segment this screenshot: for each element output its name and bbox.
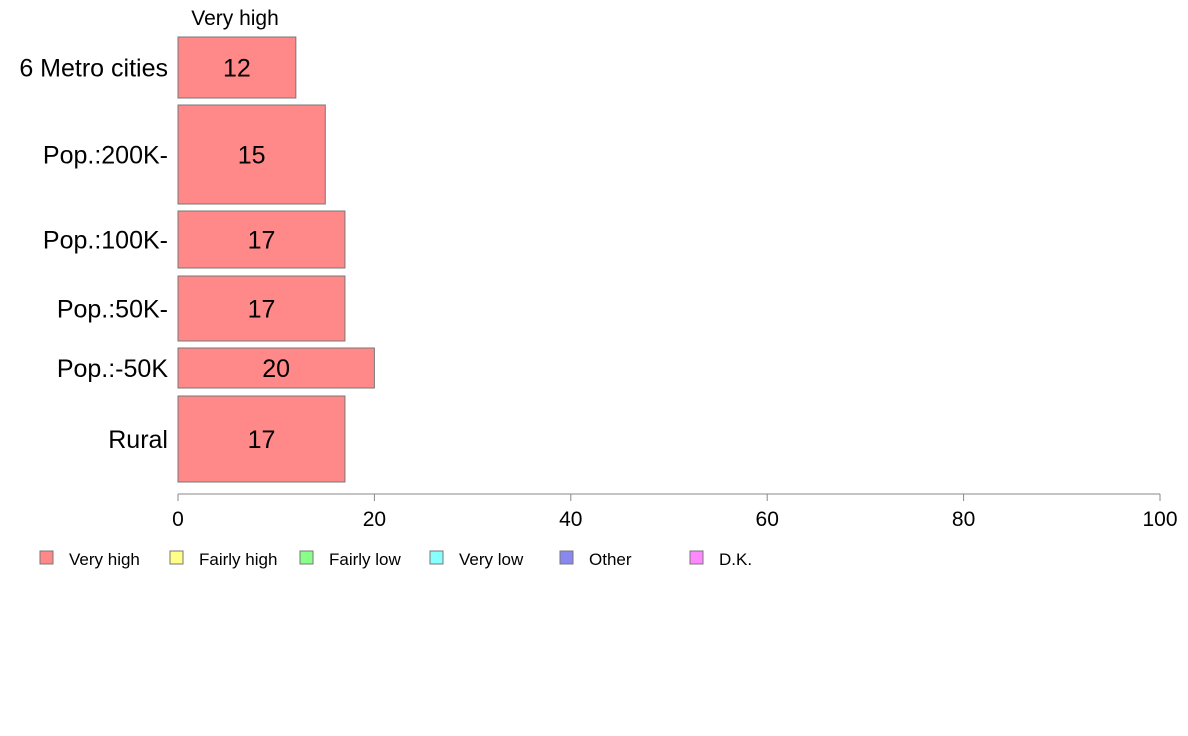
x-tick-label: 60 xyxy=(756,508,779,531)
bar-very-high xyxy=(177,210,346,269)
legend-swatch xyxy=(559,550,574,565)
legend-label: Other xyxy=(589,550,632,569)
bar-very-high xyxy=(177,36,297,99)
legend-swatch xyxy=(429,550,444,565)
x-tick-label: 20 xyxy=(363,508,386,531)
bar-value-label: 17 xyxy=(248,296,276,324)
legend-swatch xyxy=(169,550,184,565)
series-top-label: Very high xyxy=(191,7,279,30)
category-label: Rural xyxy=(108,426,168,454)
bar-very-high xyxy=(177,275,346,342)
legend-label: D.K. xyxy=(719,550,752,569)
bar-value-label: 17 xyxy=(248,426,276,454)
legend-label: Very low xyxy=(459,550,524,569)
bar-very-high xyxy=(177,104,326,205)
category-label: Pop.:200K- xyxy=(43,142,168,170)
category-label: Pop.:-50K xyxy=(57,355,169,383)
bar-very-high xyxy=(177,395,346,483)
category-label: Pop.:50K- xyxy=(57,296,168,324)
category-label: Pop.:100K- xyxy=(43,227,168,255)
bar-value-label: 20 xyxy=(262,355,290,383)
x-tick-label: 0 xyxy=(172,508,184,531)
legend-label: Fairly high xyxy=(199,550,277,569)
category-label: 6 Metro cities xyxy=(19,55,168,83)
bar-value-label: 17 xyxy=(248,227,276,255)
bar-very-high xyxy=(177,347,375,389)
x-axis: 0 20 40 60 80 100 xyxy=(172,493,1178,531)
bars-group: 12 15 17 17 20 17 xyxy=(177,36,375,483)
bar-value-label: 12 xyxy=(223,55,251,83)
x-tick-label: 80 xyxy=(952,508,975,531)
category-labels: 6 Metro cities Pop.:200K- Pop.:100K- Pop.:5… xyxy=(19,55,168,455)
legend-swatch xyxy=(689,550,704,565)
legend-swatch xyxy=(39,550,54,565)
x-tick-label: 100 xyxy=(1142,508,1177,531)
x-tick-label: 40 xyxy=(559,508,582,531)
legend-label: Fairly low xyxy=(329,550,402,569)
legend-swatch xyxy=(299,550,314,565)
legend-label: Very high xyxy=(69,550,140,569)
bar-value-label: 15 xyxy=(238,142,266,170)
legend: Very high Fairly high Fairly low Very low Ot… xyxy=(39,550,752,569)
